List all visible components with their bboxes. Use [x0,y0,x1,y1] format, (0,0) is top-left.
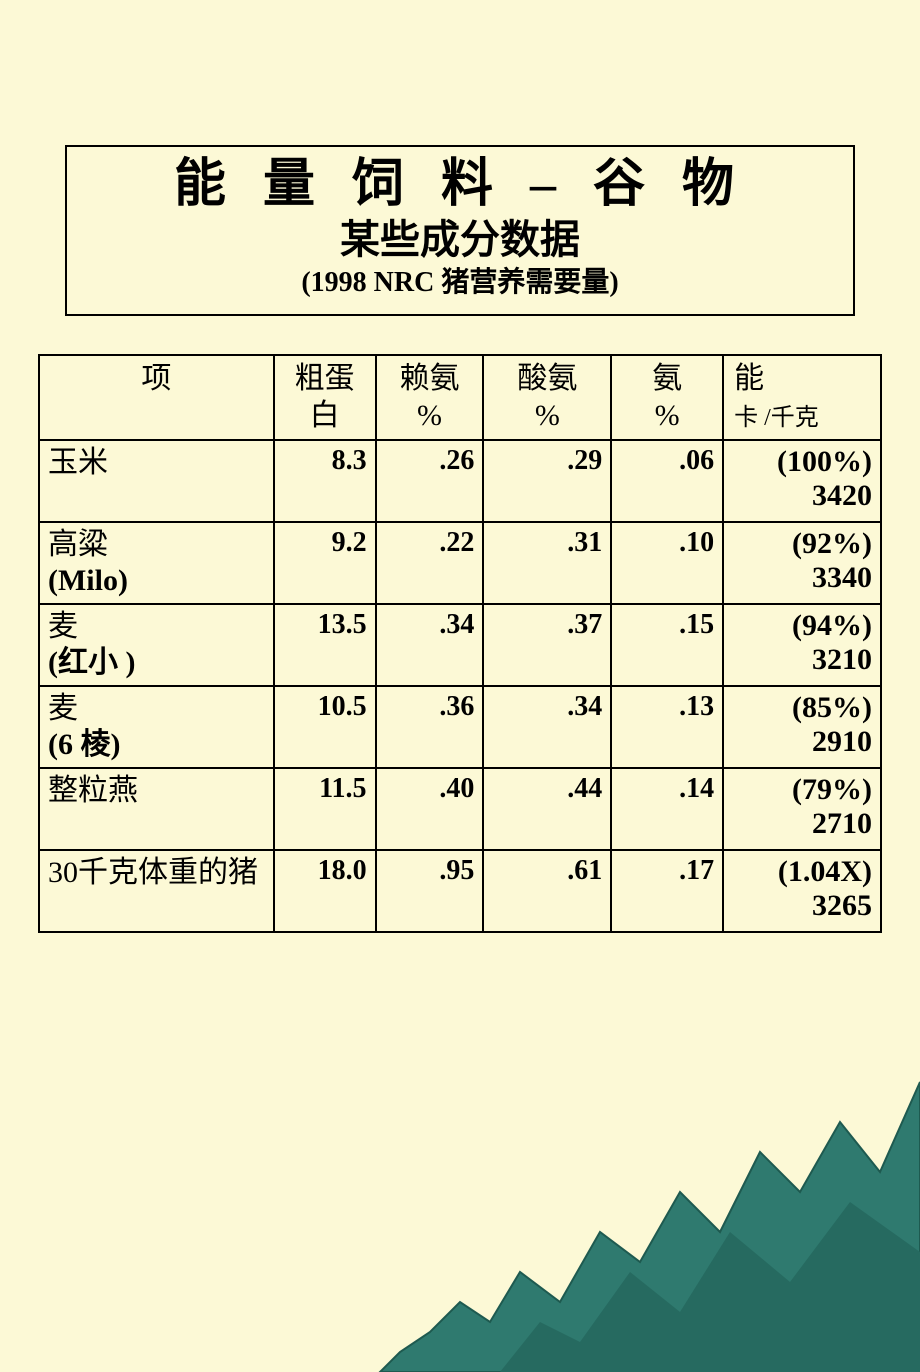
header-de: 能 卡 /千克 [723,355,881,440]
header-cp-l2: 白 [283,397,367,435]
table-row: 麦(6 棱)10.5.36.34.13(85%)2910 [39,686,881,768]
header-item-label: 项 [48,360,265,398]
title-subtitle: 某些成分数据 [67,215,853,265]
cell-trp: .17 [611,850,723,932]
cell-item: 高粱(Milo) [39,522,274,604]
cell-item: 麦(6 棱) [39,686,274,768]
de-percent: (85%) [732,691,872,726]
de-percent: (92%) [732,527,872,562]
header-de-l1: 能 [734,360,872,398]
header-cp-l1: 粗蛋 [283,360,367,398]
header-met-l1: 酸氨 [492,360,602,398]
cell-de: (85%)2910 [723,686,881,768]
table-row: 30千克体重的猪 18.0.95.61.17(1.04X)3265 [39,850,881,932]
cell-met: .31 [483,522,611,604]
cell-cp: 13.5 [274,604,376,686]
cell-trp: .14 [611,768,723,850]
table-header-row: 项 粗蛋 白 赖氨 % 酸氨 % 氨 % 能 卡 /千克 [39,355,881,440]
cell-met: .44 [483,768,611,850]
item-line1: 麦 [48,609,265,645]
item-line2: (6 棱) [48,727,265,763]
cell-de: (92%)3340 [723,522,881,604]
de-percent: (79%) [732,773,872,808]
header-met-l2: % [492,397,602,435]
title-source: (1998 NRC 猪营养需要量) [67,265,853,300]
cell-item: 整粒燕 [39,768,274,850]
de-percent: (94%) [732,609,872,644]
cell-de: (1.04X)3265 [723,850,881,932]
composition-table: 项 粗蛋 白 赖氨 % 酸氨 % 氨 % 能 卡 /千克 玉米 [38,354,882,933]
de-percent: (100%) [732,445,872,480]
cell-lys: .36 [376,686,484,768]
item-line1: 30千克体重的猪 [48,855,265,891]
header-trp-l2: % [620,397,714,435]
header-met: 酸氨 % [483,355,611,440]
de-percent: (1.04X) [732,855,872,890]
header-lys-l1: 赖氨 [385,360,475,398]
cell-trp: .06 [611,440,723,522]
header-trp: 氨 % [611,355,723,440]
header-lys: 赖氨 % [376,355,484,440]
cell-met: .34 [483,686,611,768]
title-main: 能 量 饲 料 – 谷 物 [67,155,853,215]
item-line2: (红小 ) [48,645,265,681]
cell-de: (79%)2710 [723,768,881,850]
de-value: 3265 [732,889,872,924]
cell-lys: .22 [376,522,484,604]
cell-de: (100%)3420 [723,440,881,522]
table-row: 麦(红小 )13.5.34.37.15(94%)3210 [39,604,881,686]
cell-trp: .15 [611,604,723,686]
table-row: 高粱(Milo)9.2.22.31.10(92%)3340 [39,522,881,604]
header-trp-l1: 氨 [620,360,714,398]
item-line1: 高粱 [48,527,265,563]
cell-cp: 9.2 [274,522,376,604]
cell-cp: 11.5 [274,768,376,850]
table-row: 玉米 8.3.26.29.06(100%)3420 [39,440,881,522]
table-row: 整粒燕 11.5.40.44.14(79%)2710 [39,768,881,850]
title-block: 能 量 饲 料 – 谷 物 某些成分数据 (1998 NRC 猪营养需要量) [65,145,855,316]
cell-met: .37 [483,604,611,686]
cell-cp: 8.3 [274,440,376,522]
header-item: 项 [39,355,274,440]
de-value: 2910 [732,725,872,760]
de-value: 2710 [732,807,872,842]
header-lys-l2: % [385,397,475,435]
cell-lys: .26 [376,440,484,522]
item-line1: 玉米 [48,445,265,481]
item-line1: 麦 [48,691,265,727]
cell-cp: 10.5 [274,686,376,768]
item-line2: (Milo) [48,563,265,599]
cell-lys: .34 [376,604,484,686]
cell-de: (94%)3210 [723,604,881,686]
de-value: 3210 [732,643,872,678]
cell-cp: 18.0 [274,850,376,932]
de-value: 3420 [732,479,872,514]
cell-met: .61 [483,850,611,932]
cell-item: 麦(红小 ) [39,604,274,686]
header-cp: 粗蛋 白 [274,355,376,440]
cell-met: .29 [483,440,611,522]
item-line1: 整粒燕 [48,773,265,809]
cell-trp: .13 [611,686,723,768]
header-de-l2: 卡 /千克 [734,397,872,432]
cell-item: 玉米 [39,440,274,522]
cell-trp: .10 [611,522,723,604]
cell-item: 30千克体重的猪 [39,850,274,932]
cell-lys: .40 [376,768,484,850]
cell-lys: .95 [376,850,484,932]
de-value: 3340 [732,561,872,596]
mountain-decoration [0,1052,920,1372]
